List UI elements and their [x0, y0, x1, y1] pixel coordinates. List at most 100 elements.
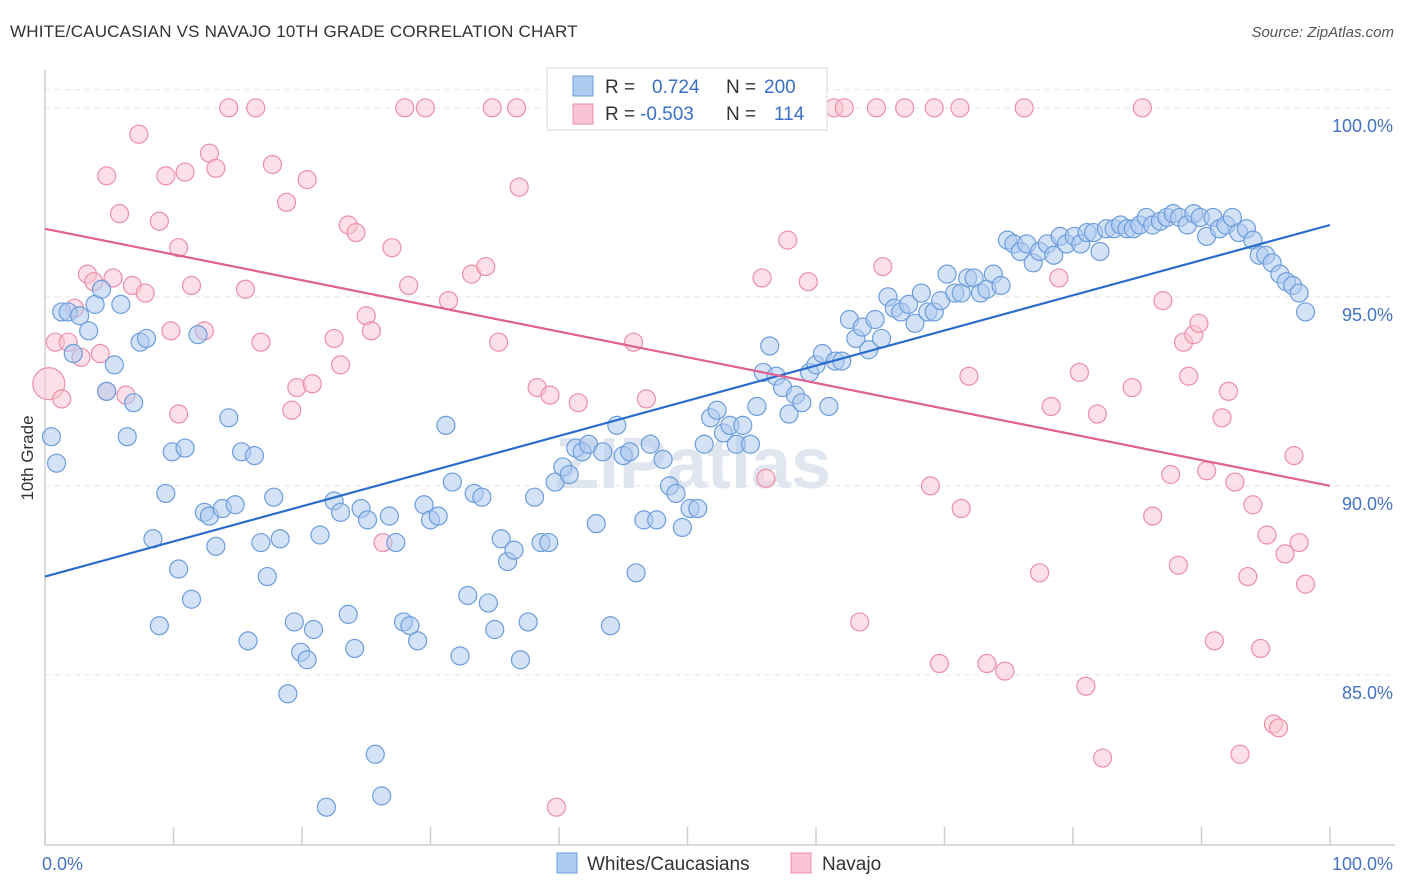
- chart-title: WHITE/CAUCASIAN VS NAVAJO 10TH GRADE COR…: [10, 22, 578, 41]
- navajo-point-23: [181, 275, 202, 296]
- white-point-5: [70, 306, 90, 326]
- white-point-131: [911, 283, 931, 303]
- navajo-point-36: [302, 374, 322, 394]
- navajo-point-116: [1295, 574, 1316, 594]
- navajo-point-77: [929, 653, 949, 674]
- white-point-18: [156, 483, 176, 504]
- x-tick-labels: 0.0% 100.0%: [42, 827, 1393, 874]
- white-point-4: [63, 343, 83, 364]
- trend-line-whites: [44, 223, 1331, 578]
- y-tick-label-0: 85.0%: [1342, 683, 1393, 703]
- navajo-point-79: [951, 498, 971, 519]
- navajo-point-30: [251, 332, 271, 352]
- navajo-point-87: [1069, 362, 1090, 383]
- watermark: ZIPatlas: [555, 424, 831, 504]
- navajo-point-8: [90, 343, 110, 364]
- white-point-83: [593, 442, 613, 462]
- navajo-point-95: [1161, 464, 1181, 485]
- white-point-10: [104, 355, 124, 375]
- stats-n-label-1: N =: [726, 77, 756, 98]
- navajo-point-112: [1268, 718, 1289, 738]
- stats-legend-swatch-pink: [572, 103, 594, 125]
- navajo-point-65: [756, 468, 776, 488]
- white-point-70: [504, 540, 524, 560]
- white-point-98: [694, 434, 714, 454]
- white-point-188: [1289, 283, 1309, 303]
- navajo-point-83: [1014, 98, 1034, 118]
- white-point-52: [379, 506, 399, 526]
- white-point-37: [278, 684, 298, 704]
- white-point-67: [485, 619, 505, 640]
- white-point-111: [779, 404, 799, 424]
- x-tick-label-1: 100.0%: [1332, 854, 1393, 874]
- navajo-point-2: [52, 389, 72, 409]
- navajo-point-104: [1218, 381, 1239, 401]
- legend-swatch-whites: [556, 852, 578, 874]
- white-point-65: [472, 487, 492, 507]
- white-point-105: [740, 434, 761, 454]
- navajo-point-54: [509, 177, 529, 197]
- navajo-point-50: [476, 256, 496, 277]
- white-point-15: [136, 328, 157, 349]
- white-point-62: [450, 646, 470, 666]
- white-point-82: [586, 514, 606, 534]
- white-point-125: [871, 328, 892, 349]
- navajo-point-85: [1041, 396, 1061, 417]
- navajo-point-72: [866, 98, 886, 118]
- white-point-151: [1044, 245, 1064, 265]
- stats-n-label-2: N =: [726, 104, 756, 125]
- navajo-point-86: [1049, 268, 1069, 288]
- white-point-91: [647, 510, 667, 530]
- navajo-point-88: [1076, 676, 1096, 696]
- white-point-26: [206, 536, 226, 556]
- legend-swatch-navajo: [790, 852, 812, 874]
- white-point-95: [672, 517, 692, 538]
- white-point-63: [458, 585, 478, 606]
- navajo-point-51: [482, 98, 502, 118]
- white-point-28: [219, 408, 239, 428]
- y-tick-labels: 85.0% 90.0% 95.0% 100.0%: [1332, 116, 1393, 703]
- stats-r-value-2: -0.503: [640, 104, 694, 125]
- white-point-55: [400, 616, 420, 636]
- navajo-point-38: [330, 355, 351, 375]
- navajo-point-19: [161, 321, 181, 341]
- navajo-point-103: [1212, 408, 1232, 428]
- navajo-point-35: [297, 170, 317, 190]
- navajo-point-20: [169, 404, 189, 424]
- navajo-point-22: [175, 162, 195, 182]
- white-points: [41, 204, 1316, 817]
- navajo-point-64: [752, 268, 772, 288]
- navajo-point-98: [1179, 366, 1199, 386]
- navajo-point-93: [1143, 506, 1163, 526]
- white-point-108: [760, 336, 780, 356]
- navajo-point-90: [1092, 748, 1113, 768]
- navajo-point-18: [156, 166, 176, 186]
- navajo-point-76: [924, 98, 944, 118]
- white-point-31: [238, 631, 258, 651]
- white-point-135: [937, 264, 957, 284]
- white-point-71: [510, 650, 531, 670]
- navajo-point-62: [636, 389, 656, 409]
- white-point-68: [491, 529, 511, 549]
- navajo-point-74: [895, 98, 915, 118]
- white-point-8: [91, 279, 112, 299]
- navajo-point-78: [950, 98, 970, 118]
- navajo-point-113: [1275, 544, 1295, 564]
- navajo-point-68: [798, 272, 818, 292]
- navajo-point-75: [920, 476, 940, 496]
- white-point-42: [310, 525, 330, 545]
- stats-legend-swatch-blue: [572, 75, 594, 97]
- white-point-49: [357, 510, 378, 530]
- white-point-35: [264, 487, 284, 507]
- navajo-point-44: [382, 238, 402, 258]
- trend-lines: [44, 223, 1331, 578]
- stats-legend-box: [546, 67, 828, 131]
- navajo-point-82: [995, 661, 1015, 681]
- y-tick-label-1: 90.0%: [1342, 494, 1393, 514]
- series-legend: Whites/Caucasians Navajo: [556, 852, 881, 875]
- navajo-point-27: [219, 98, 239, 118]
- white-point-22: [181, 589, 202, 609]
- white-point-73: [524, 487, 545, 507]
- legend-label-whites: Whites/Caucasians: [587, 854, 750, 875]
- white-point-124: [865, 309, 885, 330]
